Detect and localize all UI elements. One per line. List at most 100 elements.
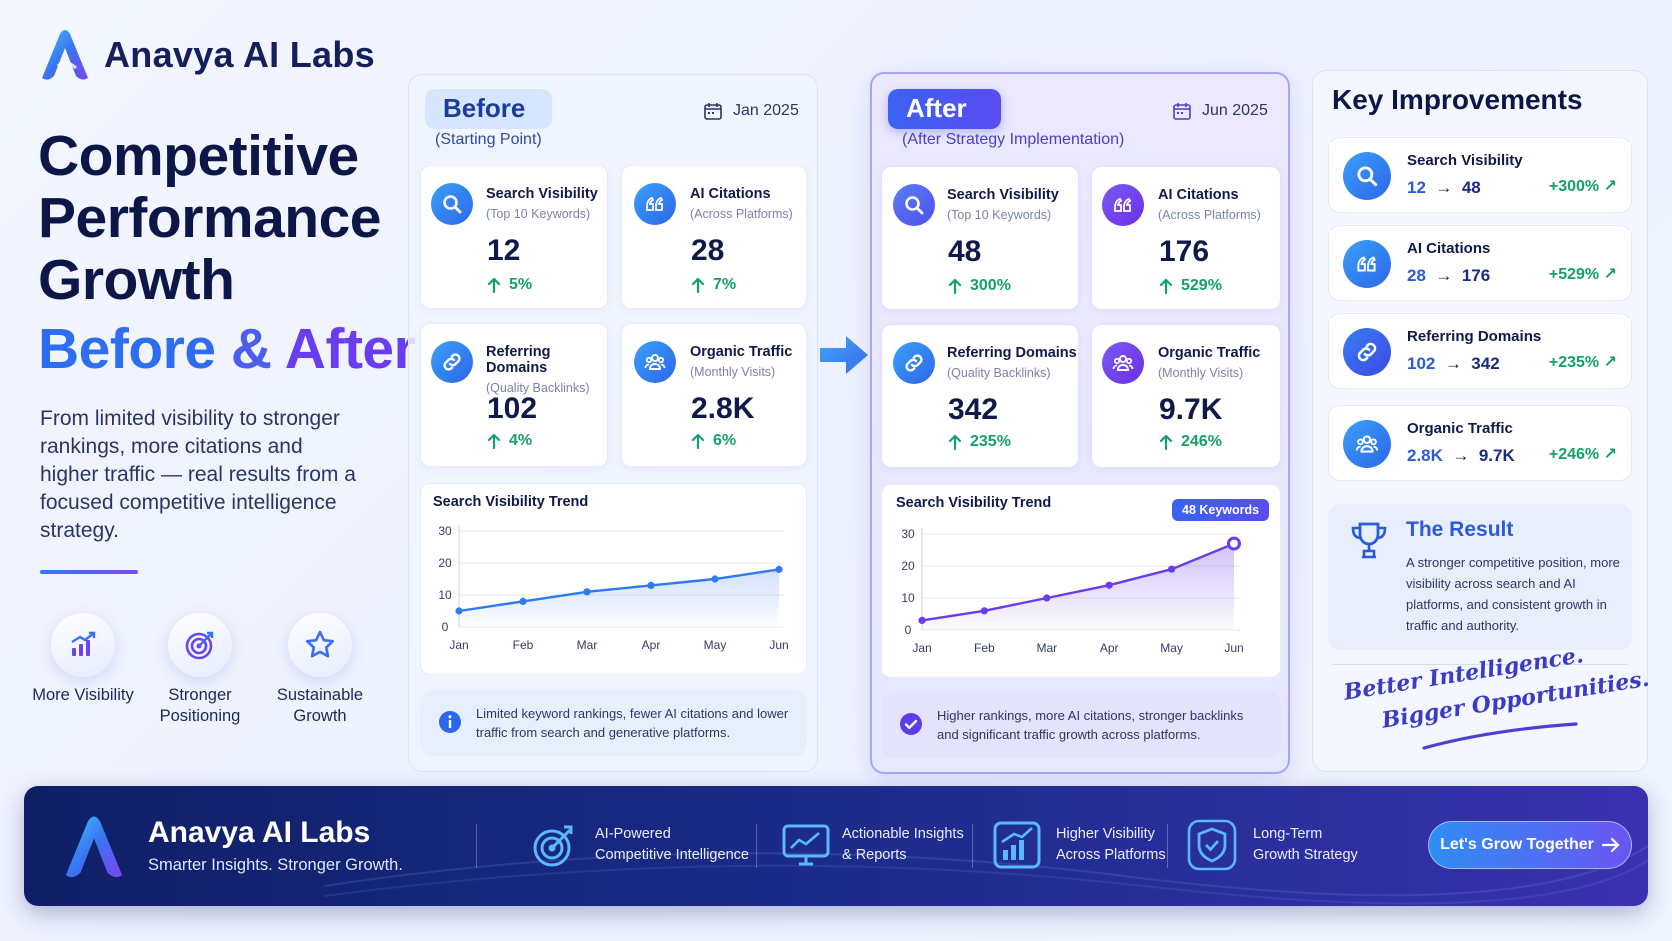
key-item-pct: +246% ↗ (1548, 446, 1617, 463)
metric-title: AI Citations (690, 186, 771, 202)
metric-value: 48 (948, 235, 982, 268)
check-circle-icon (900, 713, 922, 735)
series-line (921, 542, 1235, 622)
hero-description: From limited visibility to stronger rank… (40, 407, 356, 542)
before-note: Limited keyword rankings, fewer AI citat… (420, 690, 807, 756)
data-point (980, 607, 988, 615)
arrow-up-icon (487, 433, 501, 449)
data-point (711, 575, 719, 583)
y-tick-label: 20 (901, 559, 915, 573)
x-tick-label: Feb (974, 641, 995, 655)
metric-value: 2.8K (691, 392, 755, 425)
underline-swoosh (1422, 722, 1578, 750)
arrow-up-icon (948, 278, 962, 294)
arrow-up-icon (1159, 434, 1173, 450)
chart-title: Search Visibility Trend (896, 495, 1052, 511)
series-line (458, 568, 780, 613)
before-metric-search-visibility: Search Visibility (Top 10 Keywords) 12 5… (420, 165, 608, 309)
footer-separator (1167, 824, 1168, 868)
metric-title: Organic Traffic (690, 344, 793, 360)
metric-change: 235% (948, 433, 1011, 451)
before-metric-referring-domains: Referring Domains (Quality Backlinks) 10… (420, 323, 608, 467)
star-icon (288, 613, 352, 677)
result-box: The Result A stronger competitive positi… (1328, 504, 1632, 650)
key-item-values: 12 → 48 (1407, 178, 1481, 197)
after-date-label: Jun 2025 (1202, 102, 1268, 119)
footer-separator (756, 824, 757, 868)
trophy-icon (1351, 522, 1387, 559)
info-icon (439, 711, 461, 733)
metric-subtitle: (Across Platforms) (690, 207, 793, 221)
metric-title: Referring Domains (486, 344, 551, 376)
metric-subtitle: (Quality Backlinks) (486, 381, 590, 395)
after-metric-search-visibility: Search Visibility (Top 10 Keywords) 48 3… (881, 166, 1079, 310)
target-icon (168, 613, 232, 677)
chart-title: Search Visibility Trend (433, 494, 589, 510)
footer-item-visibility: Higher Visibility Across Platforms (1056, 826, 1166, 863)
metric-value: 342 (948, 393, 999, 426)
after-metric-referring-domains: Referring Domains (Quality Backlinks) 34… (881, 324, 1079, 468)
key-item-label: AI Citations (1407, 240, 1491, 257)
brand-logo: Anavya AI Labs (36, 28, 375, 82)
x-tick-label: Mar (1036, 641, 1057, 655)
metric-value: 176 (1159, 235, 1210, 268)
y-tick-label: 10 (438, 588, 452, 602)
before-date-label: Jan 2025 (733, 102, 799, 119)
link-icon (1343, 328, 1391, 376)
metric-subtitle: (Top 10 Keywords) (486, 207, 591, 221)
data-point (647, 581, 655, 589)
key-item-organic-traffic: Organic Traffic 2.8K → 9.7K +246% ↗ (1328, 405, 1632, 481)
x-tick-label: May (704, 638, 727, 652)
before-tag: Before (425, 89, 552, 129)
x-tick-label: Jan (449, 638, 468, 652)
after-metric-organic-traffic: Organic Traffic (Monthly Visits) 9.7K 24… (1091, 324, 1281, 468)
feature-sustainable-growth: Sustainable Growth (265, 613, 375, 727)
brand-name: Anavya AI Labs (104, 34, 375, 75)
metric-title: Organic Traffic (1158, 345, 1261, 361)
quote-icon (1343, 240, 1391, 288)
hero-title: Competitive Performance Growth (38, 124, 382, 312)
y-tick-label: 0 (442, 620, 449, 634)
hero-before-word: Before (38, 317, 216, 381)
hero-after-word: After (284, 317, 416, 381)
footer-item-ai: AI-Powered Competitive Intelligence (595, 826, 749, 863)
target-arrow-icon (533, 825, 573, 867)
lets-grow-together-button[interactable]: Let's Grow Together (1428, 821, 1632, 869)
key-item-label: Search Visibility (1407, 152, 1523, 169)
data-point (775, 565, 783, 573)
x-tick-label: Apr (1100, 641, 1119, 655)
metric-subtitle: (Across Platforms) (1158, 208, 1261, 222)
metric-subtitle: (Quality Backlinks) (947, 366, 1051, 380)
metric-change: 300% (948, 277, 1011, 295)
y-tick-label: 30 (901, 527, 915, 541)
arrow-up-icon (1159, 278, 1173, 294)
footer-tagline: Smarter Insights. Stronger Growth. (148, 856, 403, 874)
users-icon (1102, 342, 1144, 384)
after-trend-chart: 0 10 20 30 Jan Feb Mar Apr May Jun (901, 527, 1243, 655)
footer-separator (476, 824, 477, 868)
before-date: Jan 2025 (703, 101, 799, 121)
metric-value: 28 (691, 234, 725, 267)
calendar-icon (1173, 103, 1191, 120)
y-tick-label: 10 (901, 591, 915, 605)
key-item-label: Organic Traffic (1407, 420, 1513, 437)
metric-change: 5% (487, 276, 532, 294)
series-area (459, 569, 779, 627)
metric-change: 6% (691, 432, 736, 450)
before-metric-organic-traffic: Organic Traffic (Monthly Visits) 2.8K 6% (621, 323, 807, 467)
metric-change: 4% (487, 432, 532, 450)
arrow-up-icon (487, 277, 501, 293)
key-item-label: Referring Domains (1407, 328, 1542, 345)
hero-amp: & (230, 317, 272, 381)
metric-subtitle: (Monthly Visits) (1158, 366, 1244, 380)
data-point (918, 616, 926, 624)
hero-before-after: Before & After (38, 317, 416, 381)
key-item-ai-citations: AI Citations 28 → 176 +529% ↗ (1328, 225, 1632, 301)
arrow-right-icon (1601, 838, 1619, 852)
feature-label: More Visibility (32, 686, 134, 704)
key-item-values: 2.8K → 9.7K (1407, 446, 1515, 465)
feature-label: Sustainable Growth (276, 686, 364, 725)
data-point (519, 597, 527, 605)
after-note: Higher rankings, more AI citations, stro… (881, 692, 1281, 758)
note-text: Higher rankings, more AI citations, stro… (937, 708, 1244, 742)
